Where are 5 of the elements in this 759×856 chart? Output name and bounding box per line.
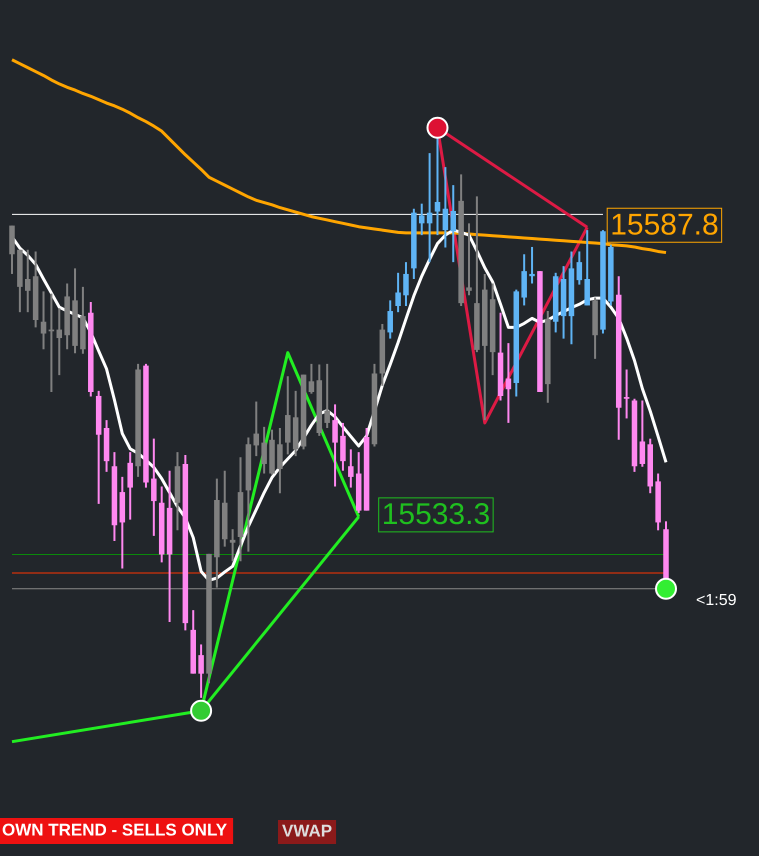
- text: VWAP: [282, 822, 332, 841]
- annotation: 15587.8: [610, 208, 719, 242]
- text: OWN TREND - SELLS ONLY: [2, 820, 228, 840]
- text: <1:59: [696, 592, 737, 610]
- annotation: 15533.3: [382, 498, 490, 532]
